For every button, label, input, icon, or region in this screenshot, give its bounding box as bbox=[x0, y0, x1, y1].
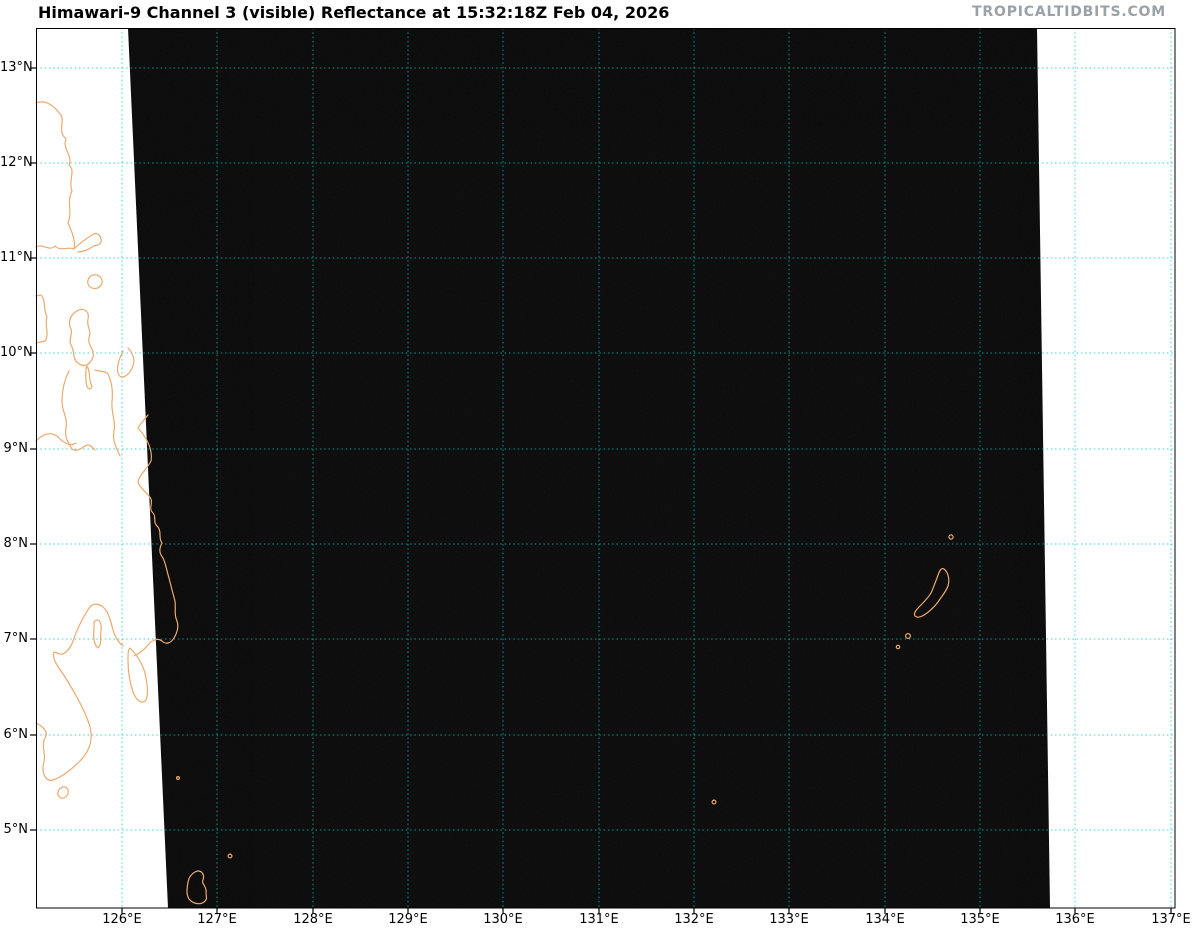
islet-dot-palau-south bbox=[895, 644, 901, 650]
coastline-se-cape bbox=[127, 647, 149, 703]
lat-tick-label: 12°N bbox=[0, 155, 33, 170]
lon-tick-label: 131°E bbox=[579, 912, 619, 927]
coastline-samar bbox=[35, 101, 76, 250]
islet-dot-palau-south bbox=[904, 632, 911, 639]
coastline-strip-east bbox=[94, 369, 121, 457]
plot-border bbox=[36, 28, 1176, 909]
islet-dot bbox=[227, 853, 233, 859]
lon-tick-label: 126°E bbox=[102, 912, 142, 927]
coastlines bbox=[35, 101, 954, 905]
site-watermark: TROPICALTIDBITS.COM bbox=[972, 4, 1166, 20]
coastline-surigao bbox=[72, 603, 124, 647]
coastline-strip-west bbox=[61, 370, 96, 451]
lon-tick-label: 135°E bbox=[960, 912, 1000, 927]
coastline-palau bbox=[913, 567, 950, 618]
lat-tick-label: 11°N bbox=[0, 250, 33, 265]
islet-dot bbox=[711, 799, 717, 805]
lat-tick-label: 5°N bbox=[3, 822, 29, 837]
coastline-leyte bbox=[68, 308, 94, 367]
lon-tick-label: 133°E bbox=[769, 912, 809, 927]
lon-tick-label: 136°E bbox=[1055, 912, 1095, 927]
coastline-left-edge bbox=[35, 294, 48, 344]
lon-tick-label: 128°E bbox=[293, 912, 333, 927]
graticule bbox=[36, 28, 1175, 908]
coastline-mindanao-east bbox=[133, 414, 179, 657]
lon-tick-label: 132°E bbox=[674, 912, 714, 927]
coastline-small-island bbox=[87, 274, 103, 290]
lat-tick-label: 10°N bbox=[0, 345, 33, 360]
coastline-siargao bbox=[186, 870, 208, 905]
lat-tick-label: 9°N bbox=[3, 441, 29, 456]
coastline-mindanao-west bbox=[35, 640, 92, 781]
lon-tick-label: 127°E bbox=[197, 912, 237, 927]
coastline-surigao-inlet bbox=[93, 619, 102, 649]
axis-ticks bbox=[30, 67, 1172, 914]
lat-tick-label: 6°N bbox=[3, 727, 29, 742]
lon-tick-label: 130°E bbox=[483, 912, 523, 927]
lat-tick-label: 13°N bbox=[0, 60, 33, 75]
coastline-leyte-tail bbox=[85, 365, 93, 390]
lon-tick-label: 137°E bbox=[1151, 912, 1191, 927]
lon-tick-label: 134°E bbox=[865, 912, 905, 927]
coastline-mindanao-bay bbox=[35, 433, 77, 446]
lat-tick-label: 7°N bbox=[3, 631, 29, 646]
coastline-samar-tip bbox=[73, 232, 102, 253]
swath-noise bbox=[128, 28, 1050, 908]
lon-tick-label: 129°E bbox=[388, 912, 428, 927]
figure-title: Himawari-9 Channel 3 (visible) Reflectan… bbox=[38, 3, 670, 22]
islet-dot bbox=[176, 775, 181, 780]
coastline-camiguin bbox=[57, 786, 69, 799]
islet-dot-palau-north bbox=[948, 534, 954, 540]
coastline-dinagat bbox=[116, 347, 135, 378]
lat-tick-label: 8°N bbox=[3, 536, 29, 551]
